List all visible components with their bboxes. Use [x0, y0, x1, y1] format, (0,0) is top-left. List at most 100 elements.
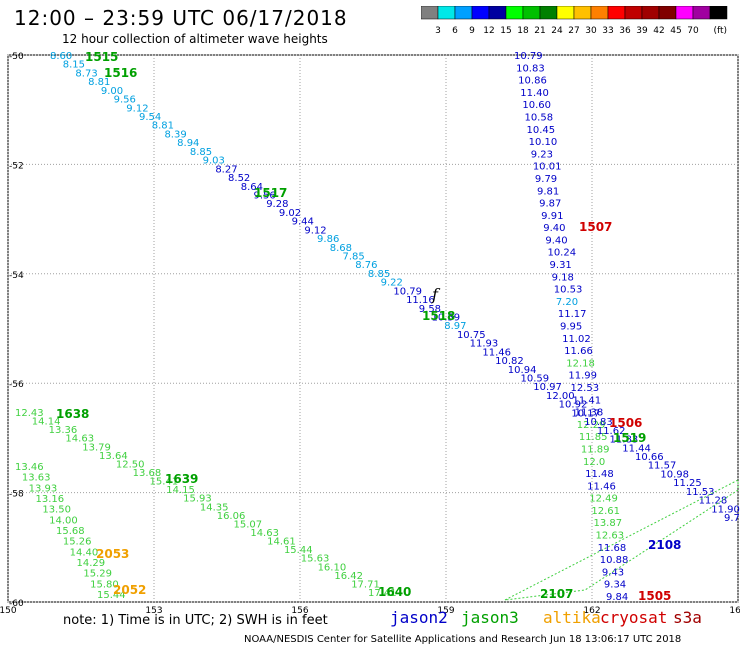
latitude-label: -54	[9, 271, 24, 281]
wave-height-reading: 14.35	[200, 502, 229, 513]
wave-height-reading: 9.56	[114, 95, 136, 106]
wave-height-reading: 11.83	[610, 435, 639, 446]
color-scale-label: 15	[500, 26, 511, 36]
wave-height-reading: 13.79	[82, 442, 111, 453]
wave-height-reading: 9.72	[724, 513, 740, 524]
wave-height-reading: 11.46	[587, 481, 616, 492]
footer-note: note: 1) Time is in UTC; 2) SWH is in fe…	[63, 613, 328, 628]
wave-height-reading: 14.63	[65, 434, 94, 445]
wave-height-reading: 11.17	[558, 309, 587, 320]
wave-height-reading: 9.79	[535, 174, 557, 185]
wave-height-reading: 8.76	[355, 260, 377, 271]
wave-height-reading: 13.87	[593, 518, 622, 529]
wave-height-reading: 11.16	[406, 295, 435, 306]
wave-height-reading: 11.62	[597, 426, 626, 437]
wave-height-reading: 11.85	[579, 432, 608, 443]
wave-height-reading: 7.20	[556, 297, 578, 308]
wave-height-reading: 13.68	[133, 468, 162, 479]
wave-height-reading: 10.60	[522, 100, 551, 111]
wave-height-reading: 8.85	[190, 147, 212, 158]
wave-height-reading: 10.79	[514, 51, 543, 62]
latitude-label: -58	[9, 490, 24, 500]
wave-height-reading: 11.28	[699, 496, 728, 507]
wave-height-reading: 10.66	[635, 452, 664, 463]
wave-height-reading: 9.03	[203, 156, 225, 167]
longitude-label: 150	[0, 606, 17, 616]
wave-height-reading: 11.40	[520, 88, 549, 99]
longitude-label: 165	[729, 606, 740, 616]
wave-height-reading: 11.89	[581, 444, 610, 455]
wave-height-reading: 13.64	[99, 451, 128, 462]
wave-height-reading: 9.84	[606, 592, 628, 603]
latitude-label: -52	[9, 161, 24, 171]
wave-height-reading: 8.97	[444, 321, 466, 332]
wave-height-reading: 9.18	[552, 272, 574, 283]
wave-height-reading: 11.57	[648, 461, 677, 472]
wave-height-reading: 9.12	[126, 103, 148, 114]
wave-height-reading: 10.83	[516, 63, 545, 74]
wave-height-reading: 11.48	[585, 469, 614, 480]
wave-height-reading: 11.02	[562, 334, 591, 345]
wave-height-reading: 12.0	[583, 457, 605, 468]
wave-height-reading: 8.39	[164, 129, 186, 140]
wave-height-reading: 10.75	[457, 330, 486, 341]
wave-height-reading: 12.49	[589, 494, 618, 505]
wave-height-reading: 13.93	[29, 483, 58, 494]
wave-height-reading: 10.92	[559, 400, 588, 411]
color-scale-label: 45	[670, 26, 681, 36]
wave-height-reading: 10.83	[584, 417, 613, 428]
latitude-label: -50	[9, 52, 24, 62]
wave-height-reading: 9.86	[317, 234, 339, 245]
pass-label: 1518	[422, 309, 455, 323]
color-scale-unit: (ft)	[713, 26, 727, 36]
color-scale-label: 9	[469, 26, 475, 36]
wave-height-reading: 9.40	[543, 223, 565, 234]
wave-height-reading: 14.61	[267, 537, 296, 548]
wave-height-reading: 10.58	[524, 112, 553, 123]
wave-height-reading: 8.52	[228, 173, 250, 184]
legend-jason3: jason3	[461, 608, 519, 627]
color-scale-label: 27	[568, 26, 579, 36]
wave-height-reading: 15.07	[234, 519, 263, 530]
wave-height-reading: 8.94	[177, 138, 199, 149]
wave-height-reading: 9.81	[537, 186, 559, 197]
wave-height-reading: 9.12	[304, 225, 326, 236]
wave-height-reading: 8.81	[88, 77, 110, 88]
wave-height-reading: 10.01	[533, 162, 562, 173]
wave-height-reading: 16.10	[318, 562, 347, 573]
wave-height-reading: 10.59	[521, 374, 550, 385]
wave-height-reading: 11.46	[482, 347, 511, 358]
longitude-label: 156	[291, 606, 308, 616]
wave-height-reading: 10.86	[518, 76, 547, 87]
wave-height-reading: 10.94	[508, 365, 537, 376]
wave-height-reading: 13.50	[42, 505, 71, 516]
wave-height-reading: 15.44	[97, 590, 126, 601]
latitude-label: -60	[9, 599, 24, 609]
wave-height-reading: 13.46	[15, 462, 44, 473]
wave-height-reading: 9.43	[602, 567, 624, 578]
wave-height-reading: 12.53	[570, 383, 599, 394]
longitude-label: 153	[145, 606, 162, 616]
wave-height-reading: 14.29	[77, 558, 106, 569]
wave-height-reading: 8.27	[215, 164, 237, 175]
map-marker: f	[431, 285, 441, 304]
wave-height-reading: 10.79	[393, 286, 422, 297]
wave-height-reading: 12.43	[15, 408, 44, 419]
pass-label: 1639	[165, 472, 198, 486]
wave-height-reading: 12.61	[591, 506, 620, 517]
legend-cryosat: cryosat	[600, 608, 668, 627]
wave-height-reading: 13.16	[36, 494, 65, 505]
color-scale-label: 70	[687, 26, 699, 36]
wave-height-reading: 9.58	[419, 304, 441, 315]
color-scale-label: 12	[483, 26, 494, 36]
page-subtitle: 12 hour collection of altimeter wave hei…	[62, 32, 328, 46]
wave-height-reading: 12.63	[596, 531, 625, 542]
wave-height-reading: 15.93	[183, 494, 212, 505]
wave-height-reading: 10.88	[600, 555, 629, 566]
wave-height-reading: 11.66	[564, 346, 593, 357]
latitude-label: -56	[9, 380, 24, 390]
wave-height-reading: 12.18	[566, 358, 595, 369]
wave-height-reading: 9.40	[545, 235, 567, 246]
pass-label: 1640	[378, 585, 411, 599]
color-scale-label: 3	[435, 26, 441, 36]
